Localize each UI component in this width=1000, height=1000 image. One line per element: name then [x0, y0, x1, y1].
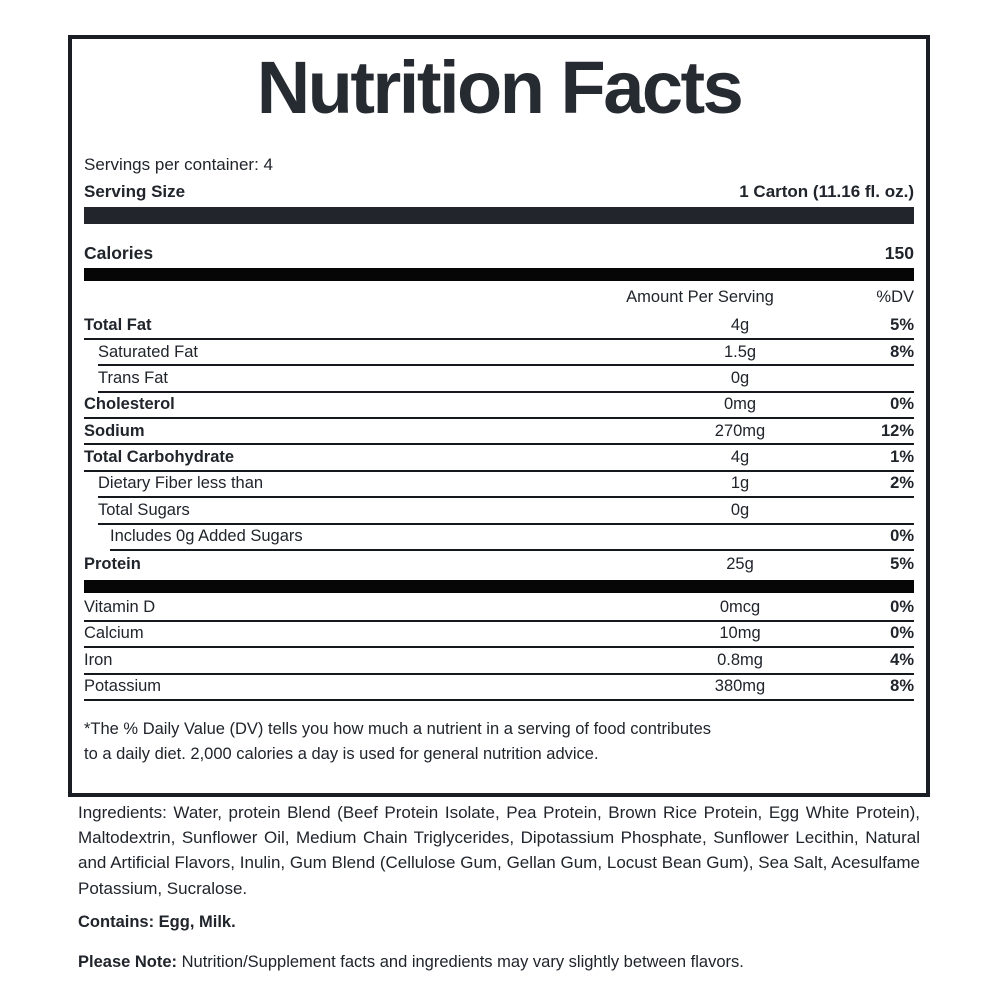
separator-bar-calories	[84, 268, 914, 282]
nutrient-label: Trans Fat	[98, 368, 168, 387]
nutrient-label: Dietary Fiber less than	[98, 474, 264, 493]
nutrient-row-total-fat: Total Fat 4g 5%	[84, 313, 914, 340]
nutrient-dv: 5%	[890, 554, 914, 573]
nutrient-dv: 8%	[890, 342, 914, 361]
nutrient-row-potassium: Potassium 380mg 8%	[84, 675, 914, 701]
nutrient-dv: 0%	[890, 598, 914, 617]
nutrient-label: Potassium	[84, 677, 162, 696]
nutrient-amount: 1.5g	[723, 342, 757, 361]
separator-bar-serving-size	[84, 207, 914, 225]
servings-per-container: Servings per container: 4	[84, 155, 273, 175]
nutrient-amount: 4g	[730, 448, 750, 467]
nutrient-dv: 0%	[890, 527, 914, 546]
nutrient-row-cholesterol: Cholesterol 0mg 0%	[84, 393, 914, 419]
nutrient-row-vitamin-d: Vitamin D 0mcg 0%	[84, 595, 914, 622]
nutrient-dv: 4%	[890, 650, 914, 669]
nutrient-rows: Total Fat 4g 5% Saturated Fat 1.5g 8% Tr…	[84, 313, 914, 701]
nutrient-amount: 380mg	[714, 677, 766, 696]
nutrient-dv: 1%	[890, 448, 914, 467]
nutrient-dv: 0%	[890, 395, 914, 414]
nutrient-label: Total Fat	[84, 316, 152, 335]
nutrient-label: Sodium	[84, 421, 145, 440]
allergen-contains-statement: Contains: Egg, Milk.	[78, 913, 236, 931]
nutrient-dv: 8%	[890, 677, 914, 696]
column-header-dv: %DV	[876, 288, 914, 307]
please-note-statement: Please Note: Nutrition/Supplement facts …	[78, 953, 744, 972]
nutrient-label: Total Sugars	[98, 500, 190, 519]
separator-bar-protein	[84, 580, 914, 594]
nutrient-amount: 0.8mg	[717, 650, 763, 669]
nutrient-amount: 0mcg	[719, 598, 761, 617]
nutrition-facts-title: Nutrition Facts	[256, 46, 744, 129]
nutrient-dv: 2%	[890, 474, 914, 493]
nutrient-label: Protein	[84, 554, 141, 573]
nutrient-amount: 1g	[730, 474, 750, 493]
nutrient-dv: 5%	[890, 316, 914, 335]
nutrient-row-saturated-fat: Saturated Fat 1.5g 8%	[98, 340, 914, 367]
nutrient-row-total-carbohydrate: Total Carbohydrate 4g 1%	[84, 445, 914, 472]
nutrient-amount: 0g	[730, 500, 750, 519]
nutrient-dv: 12%	[880, 421, 914, 440]
please-note-label: Please Note:	[78, 953, 178, 971]
nutrient-label: Total Carbohydrate	[84, 448, 235, 467]
nutrient-row-added-sugars: Includes 0g Added Sugars 0%	[110, 525, 914, 551]
nutrition-facts-panel: Nutrition Facts Servings per container: …	[68, 35, 930, 797]
nutrient-amount: 25g	[726, 554, 754, 573]
serving-size-label: Serving Size	[84, 182, 186, 202]
nutrient-label: Calcium	[84, 624, 144, 643]
nutrient-amount: 0g	[730, 368, 750, 387]
nutrient-label: Iron	[84, 650, 113, 669]
nutrient-label: Includes 0g Added Sugars	[110, 527, 303, 546]
nutrient-amount: 0mg	[723, 395, 757, 414]
nutrient-row-sodium: Sodium 270mg 12%	[84, 419, 914, 446]
nutrient-row-trans-fat: Trans Fat 0g	[98, 366, 914, 393]
please-note-text: Nutrition/Supplement facts and ingredien…	[177, 953, 744, 971]
column-header-amount-per-serving: Amount Per Serving	[626, 288, 774, 307]
calories-label: Calories	[84, 243, 154, 264]
serving-size-row: Serving Size 1 Carton (11.16 fl. oz.)	[84, 182, 914, 202]
nutrient-row-protein: Protein 25g 5%	[84, 551, 914, 577]
nutrient-amount: 10mg	[719, 624, 761, 643]
nutrient-amount: 270mg	[714, 421, 766, 440]
column-header-row: Amount Per Serving %DV	[84, 286, 914, 309]
calories-row: Calories 150	[84, 243, 914, 264]
nutrient-amount: 4g	[730, 316, 750, 335]
nutrient-dv: 0%	[890, 624, 914, 643]
calories-value: 150	[884, 243, 914, 264]
nutrient-label: Cholesterol	[84, 395, 175, 414]
daily-value-footnote: *The % Daily Value (DV) tells you how mu…	[84, 719, 711, 763]
nutrient-label: Vitamin D	[84, 598, 156, 617]
nutrient-row-iron: Iron 0.8mg 4%	[84, 648, 914, 675]
nutrient-row-total-sugars: Total Sugars 0g	[98, 498, 914, 525]
serving-size-value: 1 Carton (11.16 fl. oz.)	[739, 182, 914, 202]
ingredients-statement: Ingredients: Water, protein Blend (Beef …	[78, 803, 920, 898]
nutrient-label: Saturated Fat	[98, 342, 198, 361]
nutrient-row-calcium: Calcium 10mg 0%	[84, 622, 914, 649]
nutrient-row-dietary-fiber: Dietary Fiber less than 1g 2%	[98, 472, 914, 499]
